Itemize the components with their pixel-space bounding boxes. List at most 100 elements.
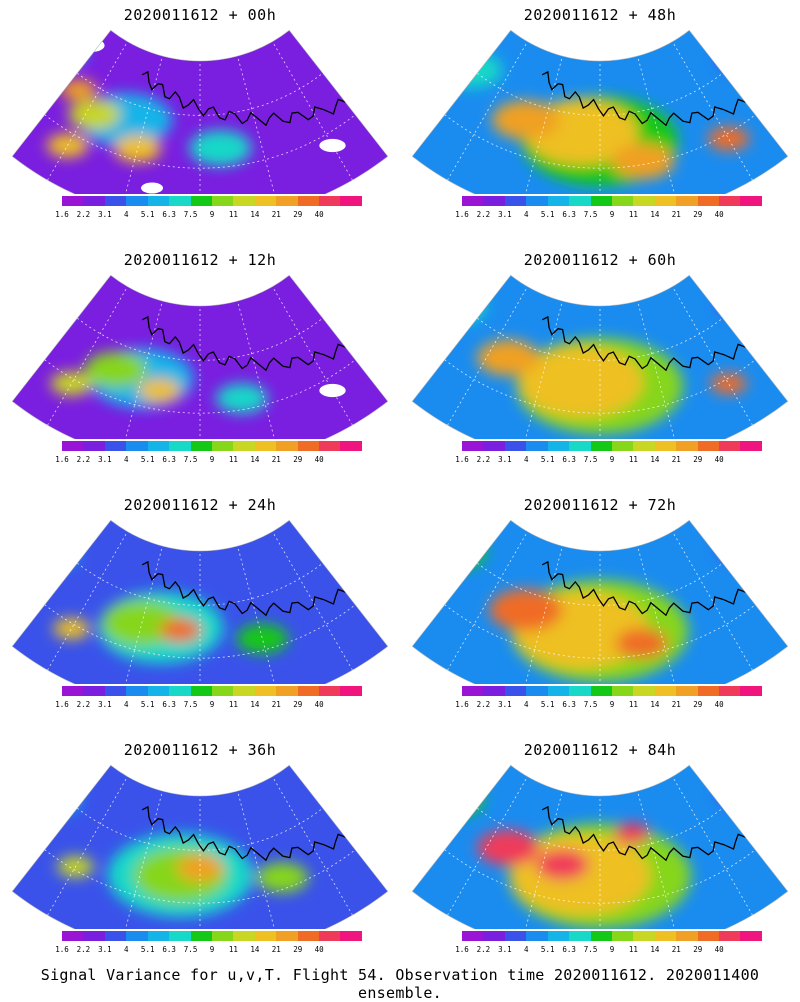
missing-data-area — [31, 765, 58, 767]
colorbar-swatch — [104, 686, 127, 696]
colorbar-swatch — [147, 686, 170, 696]
variance-blob — [489, 588, 563, 631]
variance-blob — [615, 628, 668, 659]
colorbar-tick-label: 14 — [650, 945, 660, 954]
map-outline — [411, 274, 789, 439]
colorbar-swatch — [633, 196, 655, 206]
panel-title: 2020011612 + 60h — [523, 251, 677, 269]
colorbar-tick-label: 4 — [524, 945, 529, 954]
colorbar-swatch — [654, 196, 677, 206]
variance-blob — [46, 133, 89, 158]
colorbar-swatch — [276, 441, 298, 451]
variance-blob — [215, 383, 268, 414]
coastline — [141, 560, 358, 617]
colorbar-swatch — [190, 441, 212, 451]
colorbar-swatch — [147, 196, 170, 206]
variance-blob — [716, 288, 769, 319]
map-panel-p60: 2020011612 + 60h 1.6 2.2 3.1 4 5.1 6.3 7.5 9 11 14… — [400, 245, 800, 490]
map-outline — [411, 519, 789, 684]
variance-blob — [236, 623, 289, 654]
colorbar-swatch — [719, 931, 741, 941]
colorbar-swatch — [297, 931, 320, 941]
colorbar-tick-label: 4 — [524, 700, 529, 709]
colorbar-tick-label: 1.6 — [455, 210, 469, 219]
colorbar-swatch — [297, 196, 320, 206]
colorbar — [462, 441, 762, 451]
colorbar — [462, 931, 762, 941]
colorbar-swatch — [62, 196, 84, 206]
colorbar-tick-label: 9 — [209, 210, 215, 219]
variance-blob — [491, 100, 560, 140]
sector-map — [411, 519, 789, 684]
colorbar-tick-label: 21 — [271, 455, 281, 464]
colorbar-tick-label: 40 — [714, 945, 724, 954]
coastline — [541, 315, 758, 372]
panel-title: 2020011612 + 24h — [123, 496, 277, 514]
variance-blob — [50, 371, 93, 396]
colorbar-swatch — [126, 196, 148, 206]
colorbar-tick-label: 11 — [628, 700, 638, 709]
colorbar-swatch — [211, 686, 234, 696]
colorbar-tick-label: 21 — [671, 700, 681, 709]
colorbar-tick-label: 29 — [293, 945, 303, 954]
colorbar-swatch — [526, 931, 548, 941]
colorbar-swatch — [654, 441, 677, 451]
sector-map — [411, 29, 789, 194]
colorbar-tick-label: 1.6 — [55, 455, 69, 464]
colorbar-tick-label: 40 — [714, 455, 724, 464]
colorbar-swatch — [676, 931, 698, 941]
colorbar-swatch — [211, 196, 234, 206]
colorbar-tick-label: 11 — [628, 210, 638, 219]
colorbar-tick-label: 6.3 — [562, 700, 576, 709]
colorbar-tick-label: 4 — [124, 700, 129, 709]
colorbar-tick-label: 2.2 — [76, 455, 91, 464]
colorbar-tick-label: 40 — [314, 945, 324, 954]
colorbar-swatch — [62, 686, 84, 696]
colorbar-swatch — [319, 686, 341, 696]
colorbar-tick-label: 1.6 — [55, 945, 69, 954]
panel-title: 2020011612 + 00h — [123, 6, 277, 24]
colorbar — [62, 931, 362, 941]
map-panel-p72: 2020011612 + 72h 1.6 2.2 3.1 4 5.1 6.3 7.5 9 11 14… — [400, 490, 800, 735]
missing-data-area — [78, 38, 105, 53]
colorbar-tick-label: 6.3 — [162, 210, 176, 219]
colorbar-swatch — [569, 441, 591, 451]
colorbar-tick-label: 40 — [714, 700, 724, 709]
colorbar-tick-label: 14 — [650, 700, 660, 709]
colorbar-swatch — [233, 441, 255, 451]
colorbar-swatch — [526, 441, 548, 451]
colorbar-swatch — [190, 931, 212, 941]
colorbar-tick-label: 9 — [609, 455, 615, 464]
colorbar-tick-label: 9 — [209, 700, 215, 709]
colorbar-tick-label: 40 — [714, 210, 724, 219]
colorbar-swatch — [340, 931, 362, 941]
colorbar-tick-label: 3.1 — [498, 945, 512, 954]
variance-blob — [536, 849, 589, 880]
colorbar-ticks: 1.6 2.2 3.1 4 5.1 6.3 7.5 9 11 14 21 29 40 — [55, 455, 362, 465]
colorbar-ticks: 1.6 2.2 3.1 4 5.1 6.3 7.5 9 11 14 21 29 40 — [455, 210, 762, 220]
colorbar-tick-label: 9 — [609, 945, 615, 954]
panel-title: 2020011612 + 12h — [123, 251, 277, 269]
colorbar-swatch — [233, 686, 255, 696]
variance-blob — [256, 862, 309, 893]
colorbar-swatch — [740, 931, 762, 941]
colorbar-ticks: 1.6 2.2 3.1 4 5.1 6.3 7.5 9 11 14 21 29 40 — [55, 210, 362, 220]
missing-data-area — [26, 275, 58, 280]
sector-map — [11, 764, 389, 929]
variance-blob — [159, 618, 202, 643]
variance-blob — [138, 378, 181, 403]
colorbar-ticks: 1.6 2.2 3.1 4 5.1 6.3 7.5 9 11 14 21 29 40 — [455, 700, 762, 710]
variance-blob — [613, 822, 651, 844]
missing-data-area — [141, 182, 164, 194]
variance-blob — [716, 778, 769, 809]
variance-blob — [26, 538, 79, 569]
colorbar-swatch — [633, 686, 655, 696]
colorbar-swatch — [547, 931, 570, 941]
colorbar-swatch — [590, 931, 612, 941]
colorbar-swatch — [276, 931, 298, 941]
colorbar-swatch — [590, 686, 612, 696]
variance-blob — [716, 43, 769, 74]
map-outline — [11, 274, 389, 439]
colorbar-tick-label: 6.3 — [162, 945, 176, 954]
colorbar-swatch — [676, 686, 698, 696]
